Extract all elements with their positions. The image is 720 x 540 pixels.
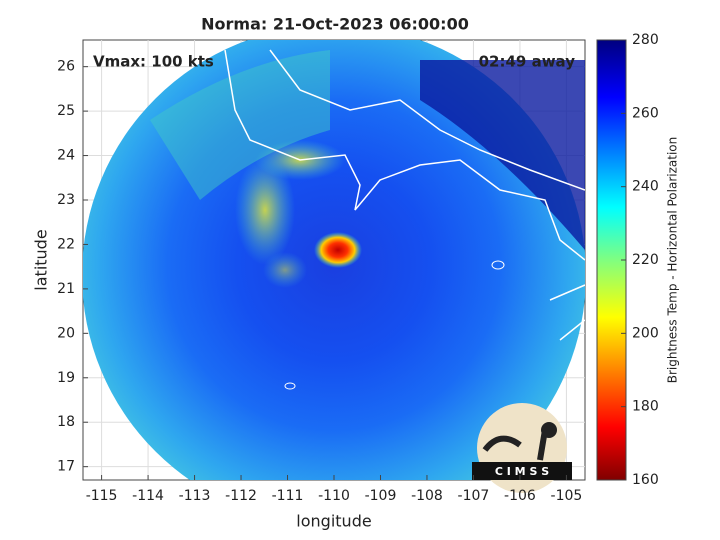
colorbar-tick-label: 220	[632, 252, 659, 268]
y-tick-label: 24	[57, 148, 75, 164]
y-tick-label: 23	[57, 192, 75, 208]
y-tick-label: 20	[57, 325, 75, 341]
time-annotation: 02:49 away	[479, 53, 576, 71]
x-tick-label: -108	[411, 488, 443, 504]
x-tick-label: -115	[86, 488, 118, 504]
x-tick-label: -112	[225, 488, 257, 504]
y-tick-label: 18	[57, 414, 75, 430]
brightness-field	[83, 40, 585, 480]
colorbar-tick-label: 200	[632, 325, 659, 341]
logo-text: C I M S S	[495, 465, 549, 478]
x-tick-label: -107	[458, 488, 490, 504]
y-tick-label: 25	[57, 103, 75, 119]
x-tick-label: -111	[272, 488, 304, 504]
x-tick-label: -105	[551, 488, 583, 504]
colorbar-tick-label: 260	[632, 105, 659, 121]
y-tick-label: 26	[57, 59, 75, 75]
x-tick-label: -106	[504, 488, 536, 504]
y-tick-label: 21	[57, 281, 75, 297]
cimss-logo: C I M S S	[472, 403, 572, 493]
y-tick-label: 19	[57, 370, 75, 386]
x-tick-label: -109	[365, 488, 397, 504]
colorbar-label: Brightness Temp - Horizontal Polarizatio…	[666, 137, 680, 384]
vmax-annotation: Vmax: 100 kts	[93, 53, 214, 71]
x-axis-label: longitude	[296, 512, 371, 531]
y-axis-label: latitude	[32, 229, 51, 290]
x-tick-label: -113	[179, 488, 211, 504]
colorbar-tick-label: 180	[632, 399, 659, 415]
x-tick-label: -114	[132, 488, 164, 504]
x-tick-label: -110	[318, 488, 350, 504]
colorbar-tick-label: 280	[632, 32, 659, 48]
y-tick-label: 22	[57, 236, 75, 252]
y-tick-label: 17	[57, 459, 75, 475]
colorbar-tick-label: 240	[632, 179, 659, 195]
title: Norma: 21-Oct-2023 06:00:00	[201, 15, 469, 34]
colorbar-tick-label: 160	[632, 472, 659, 488]
